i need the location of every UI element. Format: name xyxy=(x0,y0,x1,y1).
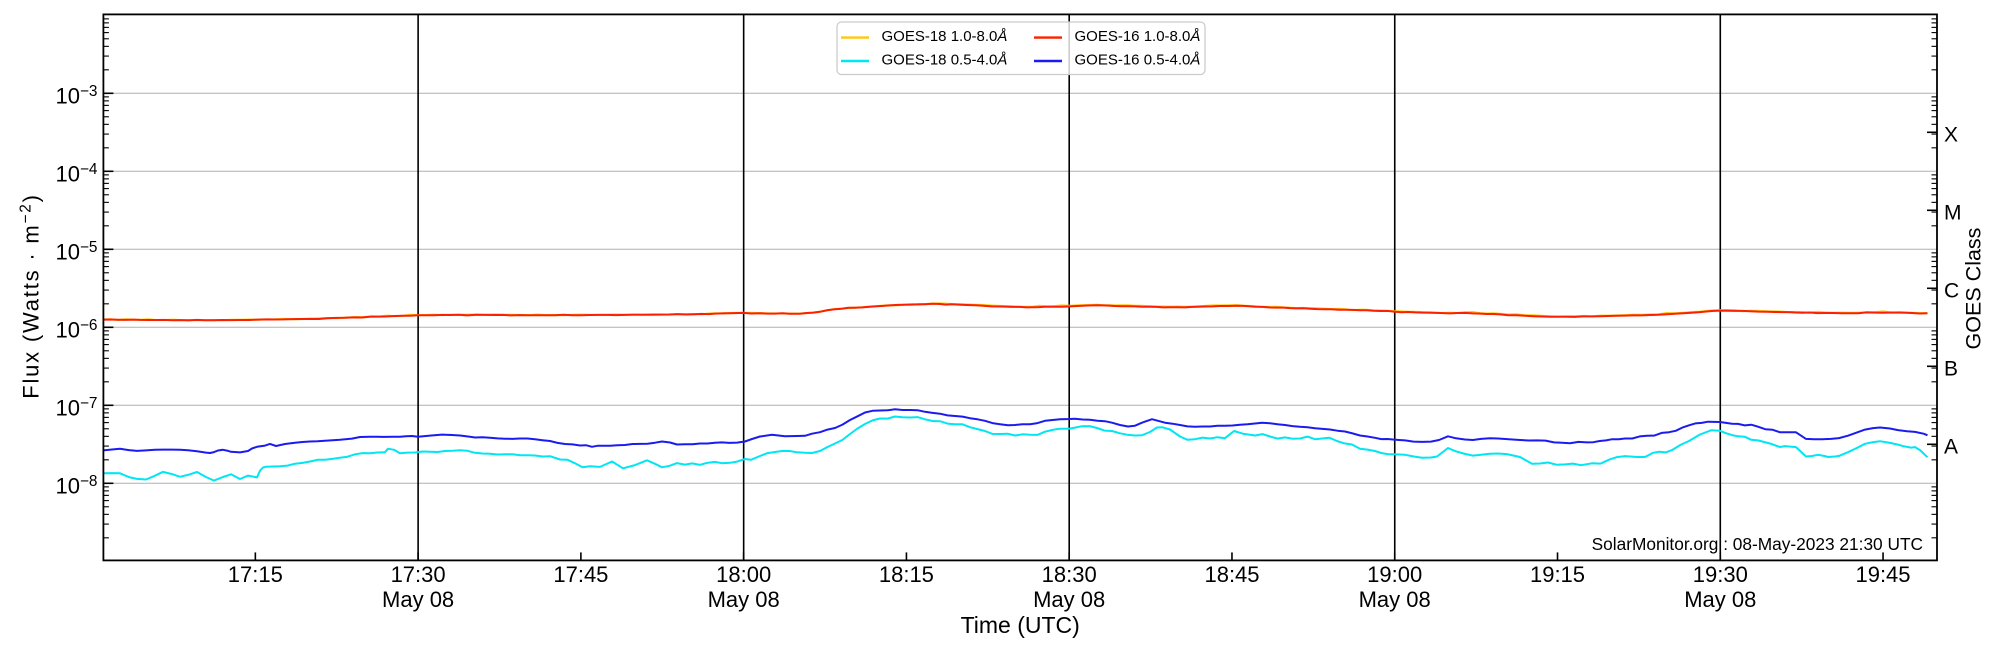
svg-text:18:00: 18:00 xyxy=(716,562,771,587)
svg-text:18:30: 18:30 xyxy=(1042,562,1097,587)
svg-text:GOES-18 1.0-8.0Å: GOES-18 1.0-8.0Å xyxy=(882,28,1008,45)
svg-text:GOES-18 0.5-4.0Å: GOES-18 0.5-4.0Å xyxy=(882,52,1008,69)
svg-text:19:15: 19:15 xyxy=(1530,562,1585,587)
svg-text:B: B xyxy=(1944,358,1958,381)
svg-text:C: C xyxy=(1944,280,1959,303)
svg-text:17:30: 17:30 xyxy=(391,562,446,587)
svg-text:Time (UTC): Time (UTC) xyxy=(961,612,1080,638)
svg-text:GOES-16 0.5-4.0Å: GOES-16 0.5-4.0Å xyxy=(1075,52,1201,69)
svg-text:M: M xyxy=(1944,202,1962,225)
svg-text:18:15: 18:15 xyxy=(879,562,934,587)
svg-text:19:30: 19:30 xyxy=(1693,562,1748,587)
svg-text:10−6: 10−6 xyxy=(55,317,97,343)
svg-text:Flux (Watts · m−2): Flux (Watts · m−2) xyxy=(18,193,44,399)
svg-text:May 08: May 08 xyxy=(708,587,780,612)
svg-text:SolarMonitor.org : 08-May-2023: SolarMonitor.org : 08-May-2023 21:30 UTC xyxy=(1592,534,1923,554)
svg-text:May 08: May 08 xyxy=(1033,587,1105,612)
svg-text:May 08: May 08 xyxy=(382,587,454,612)
svg-text:GOES Class: GOES Class xyxy=(1962,228,1986,350)
svg-text:18:45: 18:45 xyxy=(1204,562,1259,587)
svg-text:X: X xyxy=(1944,124,1958,147)
svg-text:May 08: May 08 xyxy=(1359,587,1431,612)
svg-text:17:15: 17:15 xyxy=(228,562,283,587)
svg-text:GOES-16 1.0-8.0Å: GOES-16 1.0-8.0Å xyxy=(1075,28,1201,45)
svg-text:A: A xyxy=(1944,436,1958,459)
svg-text:19:00: 19:00 xyxy=(1367,562,1422,587)
svg-text:May 08: May 08 xyxy=(1684,587,1756,612)
svg-text:19:45: 19:45 xyxy=(1855,562,1910,587)
svg-text:17:45: 17:45 xyxy=(553,562,608,587)
